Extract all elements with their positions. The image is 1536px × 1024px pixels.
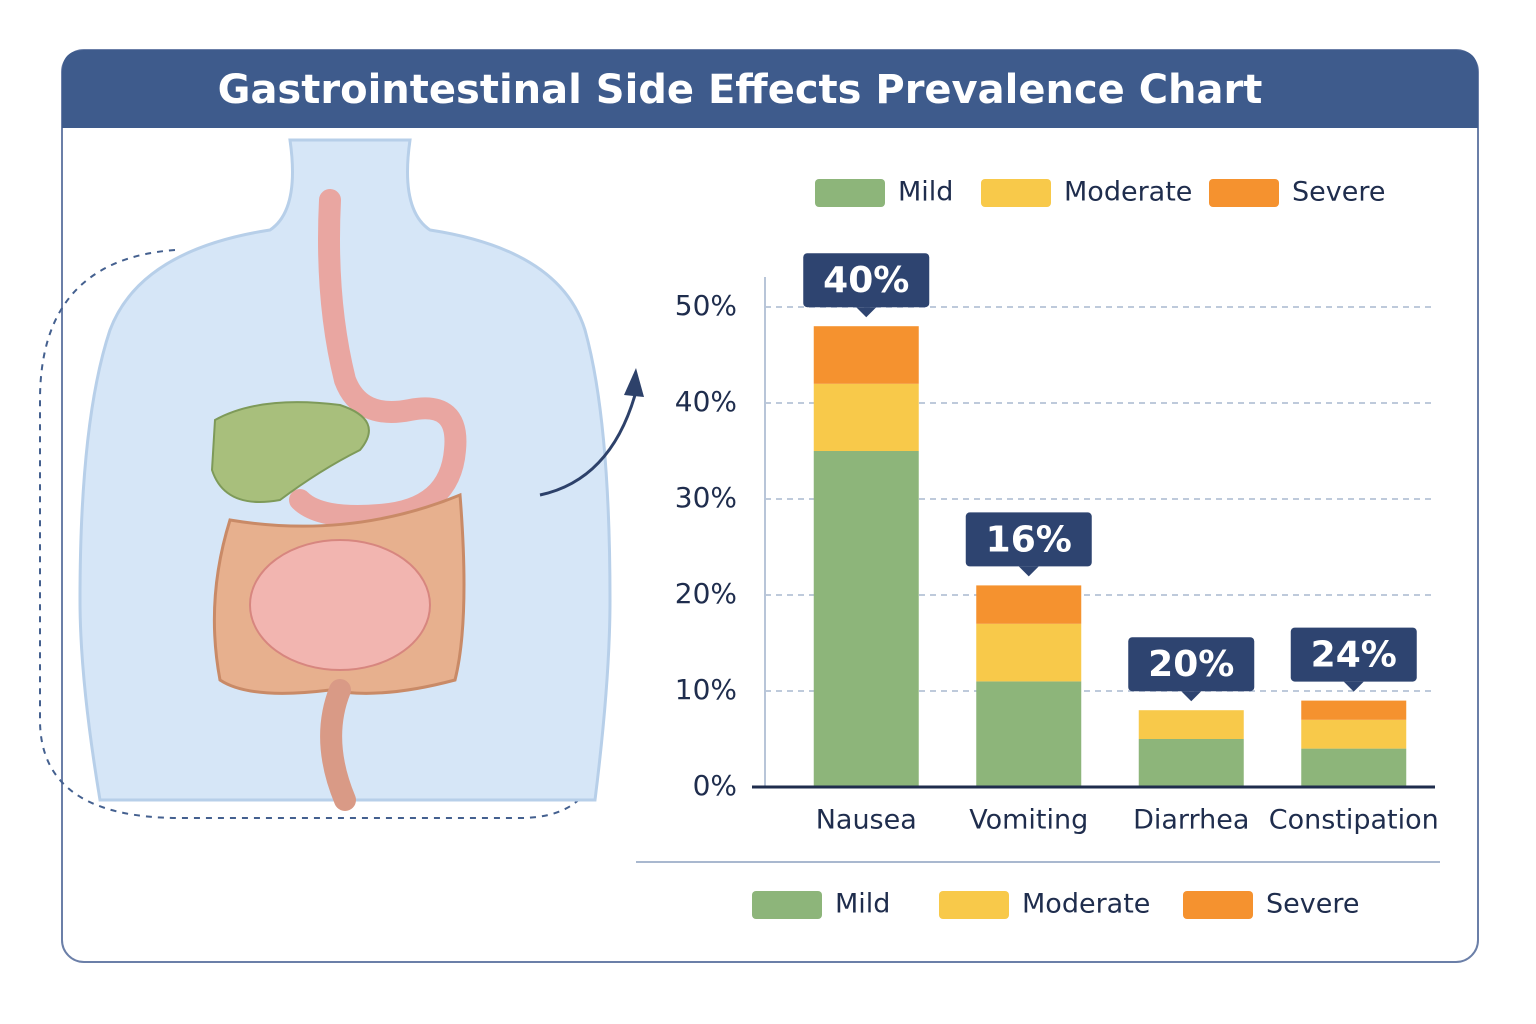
callout: 40% <box>823 260 909 301</box>
y-tick-label: 10% <box>675 673 737 706</box>
x-tick-label: Vomiting <box>969 805 1088 836</box>
bar-segment <box>813 383 919 451</box>
bar-segment <box>976 681 1082 787</box>
legend-swatch <box>939 891 1009 919</box>
callout-box <box>1128 637 1255 692</box>
legend-label: Moderate <box>1022 889 1150 920</box>
y-tick-label: 20% <box>675 577 737 610</box>
bar-segment <box>813 451 919 787</box>
callout-pointer <box>1018 566 1039 577</box>
legend-label: Severe <box>1266 889 1359 920</box>
y-tick-label: 0% <box>693 769 737 802</box>
bar-segment <box>976 623 1082 682</box>
bar-segment <box>1301 700 1407 720</box>
callout-box <box>1290 627 1417 682</box>
bar-segment <box>813 326 919 384</box>
callout-pointer <box>1181 691 1202 702</box>
callout-box <box>803 253 930 308</box>
legend-swatch <box>1209 179 1279 207</box>
callout: 20% <box>1148 644 1234 685</box>
bar-segment <box>976 585 1082 624</box>
legend-swatch <box>815 179 885 207</box>
y-tick-label: 50% <box>675 289 737 322</box>
callout: 24% <box>1311 635 1397 676</box>
legend-label: Mild <box>898 177 953 208</box>
y-tick-label: 30% <box>675 481 737 514</box>
legend-swatch <box>1183 891 1253 919</box>
legend-label: Moderate <box>1064 177 1192 208</box>
chart-title: Gastrointestinal Side Effects Prevalence… <box>218 67 1263 113</box>
legend-label: Mild <box>835 889 890 920</box>
bar-segment <box>1138 739 1244 787</box>
callout: 16% <box>986 519 1072 560</box>
header-bar <box>62 50 1478 128</box>
callout-box <box>965 512 1092 567</box>
bar-segment <box>1301 748 1407 787</box>
legend-label: Severe <box>1292 177 1385 208</box>
bar-segment <box>1301 719 1407 749</box>
bar-segment <box>1138 710 1244 739</box>
callout-pointer <box>1343 681 1364 692</box>
legend-swatch <box>752 891 822 919</box>
anatomy-illustration <box>39 138 644 819</box>
y-tick-label: 40% <box>675 385 737 418</box>
x-tick-label: Diarrhea <box>1133 805 1249 836</box>
x-tick-label: Constipation <box>1269 805 1439 836</box>
callout-pointer <box>856 307 877 318</box>
legend-swatch <box>981 179 1051 207</box>
x-tick-label: Nausea <box>816 805 917 836</box>
